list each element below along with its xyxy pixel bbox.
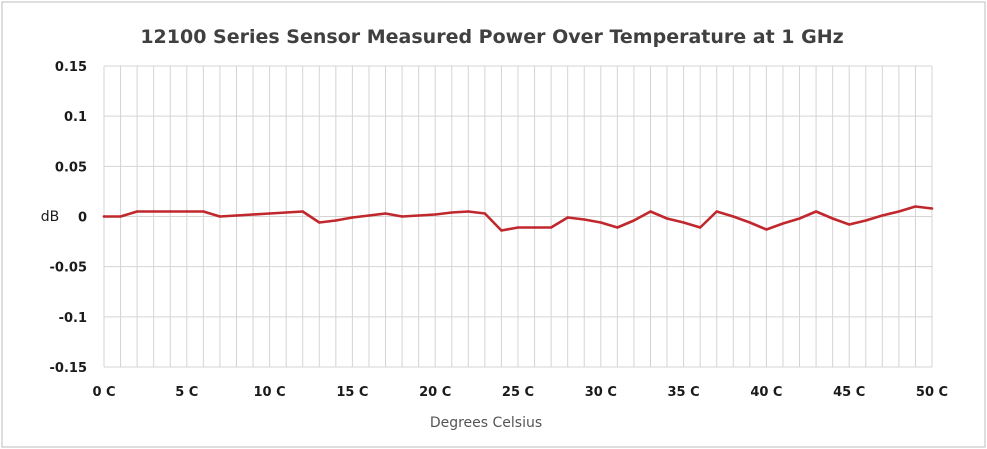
data-point [549, 226, 553, 229]
y-tick-label: -0.15 [50, 361, 87, 376]
data-point [748, 221, 752, 224]
data-point [649, 210, 652, 213]
data-point [930, 207, 934, 210]
x-tick-label: 50 C [916, 385, 948, 400]
data-point [318, 221, 321, 224]
data-point [897, 210, 901, 213]
data-point [351, 216, 354, 219]
data-point [682, 221, 685, 224]
series-layer [102, 205, 934, 232]
data-point [152, 210, 155, 213]
x-tick-label: 25 C [502, 385, 534, 400]
data-point [450, 211, 453, 214]
data-point [185, 210, 188, 213]
x-tick-label: 40 C [750, 385, 782, 400]
data-point [781, 222, 785, 225]
x-tick-label: 0 C [92, 385, 115, 400]
data-point [848, 223, 851, 226]
data-point [434, 213, 437, 216]
data-point [798, 217, 801, 220]
data-point [467, 210, 470, 213]
x-tick-label: 35 C [668, 385, 700, 400]
data-point [814, 210, 818, 213]
chart-title: 12100 Series Sensor Measured Power Over … [140, 26, 843, 48]
x-tick-label: 15 C [336, 385, 368, 400]
data-point [583, 218, 586, 221]
y-axis-ticks: 0.15 0.1 0.05 0 -0.05 -0.1 -0.15 [50, 60, 87, 376]
data-point [864, 219, 867, 222]
data-point [102, 215, 106, 218]
data-point [235, 214, 238, 217]
data-point [268, 212, 271, 215]
data-point [400, 215, 404, 218]
grid [103, 65, 933, 368]
data-point [284, 211, 288, 214]
data-point [384, 212, 387, 215]
data-point [616, 226, 619, 229]
y-tick-label: 0.1 [64, 110, 87, 125]
data-point [566, 216, 569, 219]
data-point [119, 215, 122, 218]
data-point [914, 205, 917, 208]
data-point [715, 210, 718, 213]
data-point [698, 226, 702, 229]
data-point [732, 215, 735, 218]
y-tick-label: -0.1 [59, 311, 87, 326]
data-point [765, 228, 768, 231]
x-axis-label: Degrees Celsius [430, 415, 542, 431]
data-point [367, 214, 371, 217]
x-tick-label: 5 C [175, 385, 198, 400]
data-point [665, 217, 669, 220]
x-tick-label: 30 C [585, 385, 617, 400]
data-point [881, 214, 884, 217]
data-point [218, 215, 222, 218]
data-point [533, 226, 536, 229]
y-tick-label: -0.05 [50, 261, 87, 276]
data-point [831, 217, 834, 220]
data-point [599, 221, 602, 224]
data-point [500, 229, 503, 232]
y-tick-label: 0.05 [55, 160, 87, 175]
data-point [483, 212, 487, 215]
data-point [169, 210, 172, 213]
x-tick-label: 45 C [833, 385, 865, 400]
data-point [251, 213, 255, 216]
data-point [202, 210, 205, 213]
x-axis-ticks: 0 C 5 C 10 C 15 C 20 C 25 C 30 C 35 C 40 C 45 C 50… [92, 385, 948, 400]
y-tick-label: 0.15 [55, 60, 87, 75]
data-point [301, 210, 304, 213]
data-point [135, 210, 139, 213]
y-axis-label: dB [41, 209, 60, 225]
y-tick-label: 0 [78, 211, 87, 226]
data-point [516, 226, 520, 229]
x-tick-label: 20 C [419, 385, 451, 400]
data-point [417, 214, 420, 217]
x-tick-label: 10 C [254, 385, 286, 400]
data-point [632, 219, 636, 222]
data-point [334, 219, 338, 222]
